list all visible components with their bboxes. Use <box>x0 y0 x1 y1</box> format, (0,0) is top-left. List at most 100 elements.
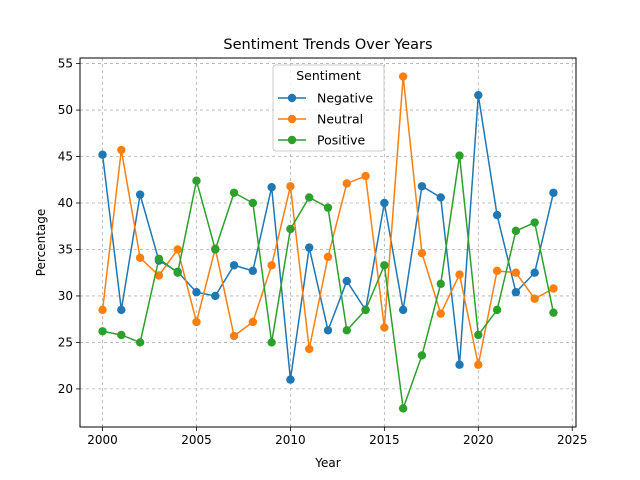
data-point-neutral <box>455 270 464 279</box>
data-point-positive <box>173 268 182 277</box>
data-point-neutral <box>192 317 201 327</box>
data-point-negative <box>342 276 351 286</box>
y-tick-label: 45 <box>58 150 73 164</box>
data-point-positive <box>305 193 314 202</box>
data-point-negative <box>474 90 483 100</box>
data-point-negative <box>398 305 408 315</box>
x-tick-label: 2025 <box>557 433 588 447</box>
data-point-neutral <box>286 182 295 191</box>
data-point-neutral <box>361 171 370 181</box>
data-point-positive <box>417 351 427 360</box>
legend: Sentiment Negative Neutral Positive <box>272 64 385 152</box>
data-point-negative <box>417 182 427 191</box>
data-point-neutral <box>117 145 126 155</box>
data-point-neutral <box>229 331 239 341</box>
data-point-negative <box>455 360 464 369</box>
data-point-neutral <box>474 360 483 369</box>
series-layer <box>98 72 558 413</box>
data-point-positive <box>549 308 558 317</box>
data-point-negative <box>305 243 314 252</box>
data-point-positive <box>98 327 107 336</box>
data-point-negative <box>117 305 126 315</box>
data-point-neutral <box>380 323 389 332</box>
data-point-positive <box>511 226 521 236</box>
data-point-negative <box>549 188 558 197</box>
y-axis-title: Percentage <box>34 209 48 277</box>
data-point-positive <box>286 224 295 234</box>
y-tick-label: 40 <box>58 196 73 210</box>
data-point-neutral <box>492 266 502 276</box>
data-point-positive <box>380 261 389 270</box>
data-point-negative <box>192 288 201 297</box>
x-tick-label: 2005 <box>181 433 212 447</box>
data-point-neutral <box>342 179 351 188</box>
data-point-positive <box>154 254 164 263</box>
data-point-positive <box>229 188 239 197</box>
data-point-negative <box>267 182 276 192</box>
data-point-positive <box>135 338 145 347</box>
x-tick-label: 2015 <box>369 433 400 447</box>
legend-title: Sentiment <box>296 68 361 83</box>
series-neutral <box>98 72 558 369</box>
legend-item-neutral: Neutral <box>278 112 363 127</box>
data-point-positive <box>398 404 408 413</box>
x-axis-title: Year <box>314 456 340 470</box>
data-point-neutral <box>436 309 445 318</box>
y-tick-label: 55 <box>58 57 73 71</box>
y-tick-label: 25 <box>58 335 73 349</box>
data-point-negative <box>436 193 445 202</box>
legend-label-positive: Positive <box>317 133 365 148</box>
y-tick-label: 35 <box>58 242 73 256</box>
data-point-positive <box>342 326 351 335</box>
data-point-neutral <box>417 248 427 258</box>
data-point-neutral <box>248 317 258 327</box>
chart-title: Sentiment Trends Over Years <box>223 37 432 53</box>
data-point-negative <box>98 150 107 159</box>
data-point-negative <box>380 198 389 208</box>
data-point-neutral <box>154 271 164 280</box>
data-point-neutral <box>267 261 276 270</box>
data-point-neutral <box>530 294 539 303</box>
data-point-neutral <box>398 72 408 81</box>
legend-item-negative: Negative <box>278 91 373 106</box>
data-point-negative <box>229 261 239 270</box>
legend-marker-negative <box>287 93 297 103</box>
data-point-positive <box>436 279 445 289</box>
x-tick-label: 2000 <box>87 433 118 447</box>
data-point-negative <box>492 210 502 220</box>
data-point-neutral <box>173 245 182 254</box>
data-point-neutral <box>549 284 558 293</box>
legend-marker-neutral <box>287 114 297 124</box>
data-point-negative <box>530 268 539 277</box>
data-point-positive <box>474 330 483 340</box>
data-point-positive <box>455 151 464 160</box>
legend-marker-positive <box>287 135 297 145</box>
data-point-negative <box>286 375 295 384</box>
data-point-positive <box>361 305 370 315</box>
data-point-negative <box>511 288 521 297</box>
data-point-neutral <box>511 268 521 277</box>
legend-item-positive: Positive <box>278 133 365 148</box>
data-point-neutral <box>135 253 145 263</box>
data-point-positive <box>323 203 333 212</box>
data-point-positive <box>492 305 502 315</box>
plot-area-frame <box>79 57 577 428</box>
data-point-negative <box>323 326 333 335</box>
data-point-positive <box>530 218 539 227</box>
data-point-neutral <box>323 252 333 262</box>
data-point-negative <box>135 190 145 199</box>
x-tick-label: 2020 <box>463 433 494 447</box>
data-point-positive <box>117 330 126 340</box>
data-point-neutral <box>98 305 107 315</box>
y-tick-label: 30 <box>58 289 73 303</box>
data-point-negative <box>248 266 258 276</box>
legend-box <box>272 64 385 152</box>
data-point-positive <box>248 198 258 208</box>
data-point-positive <box>192 176 201 185</box>
series-positive <box>98 151 558 413</box>
legend-label-neutral: Neutral <box>317 112 363 127</box>
legend-label-negative: Negative <box>317 91 373 106</box>
y-tick-label: 50 <box>58 103 73 117</box>
